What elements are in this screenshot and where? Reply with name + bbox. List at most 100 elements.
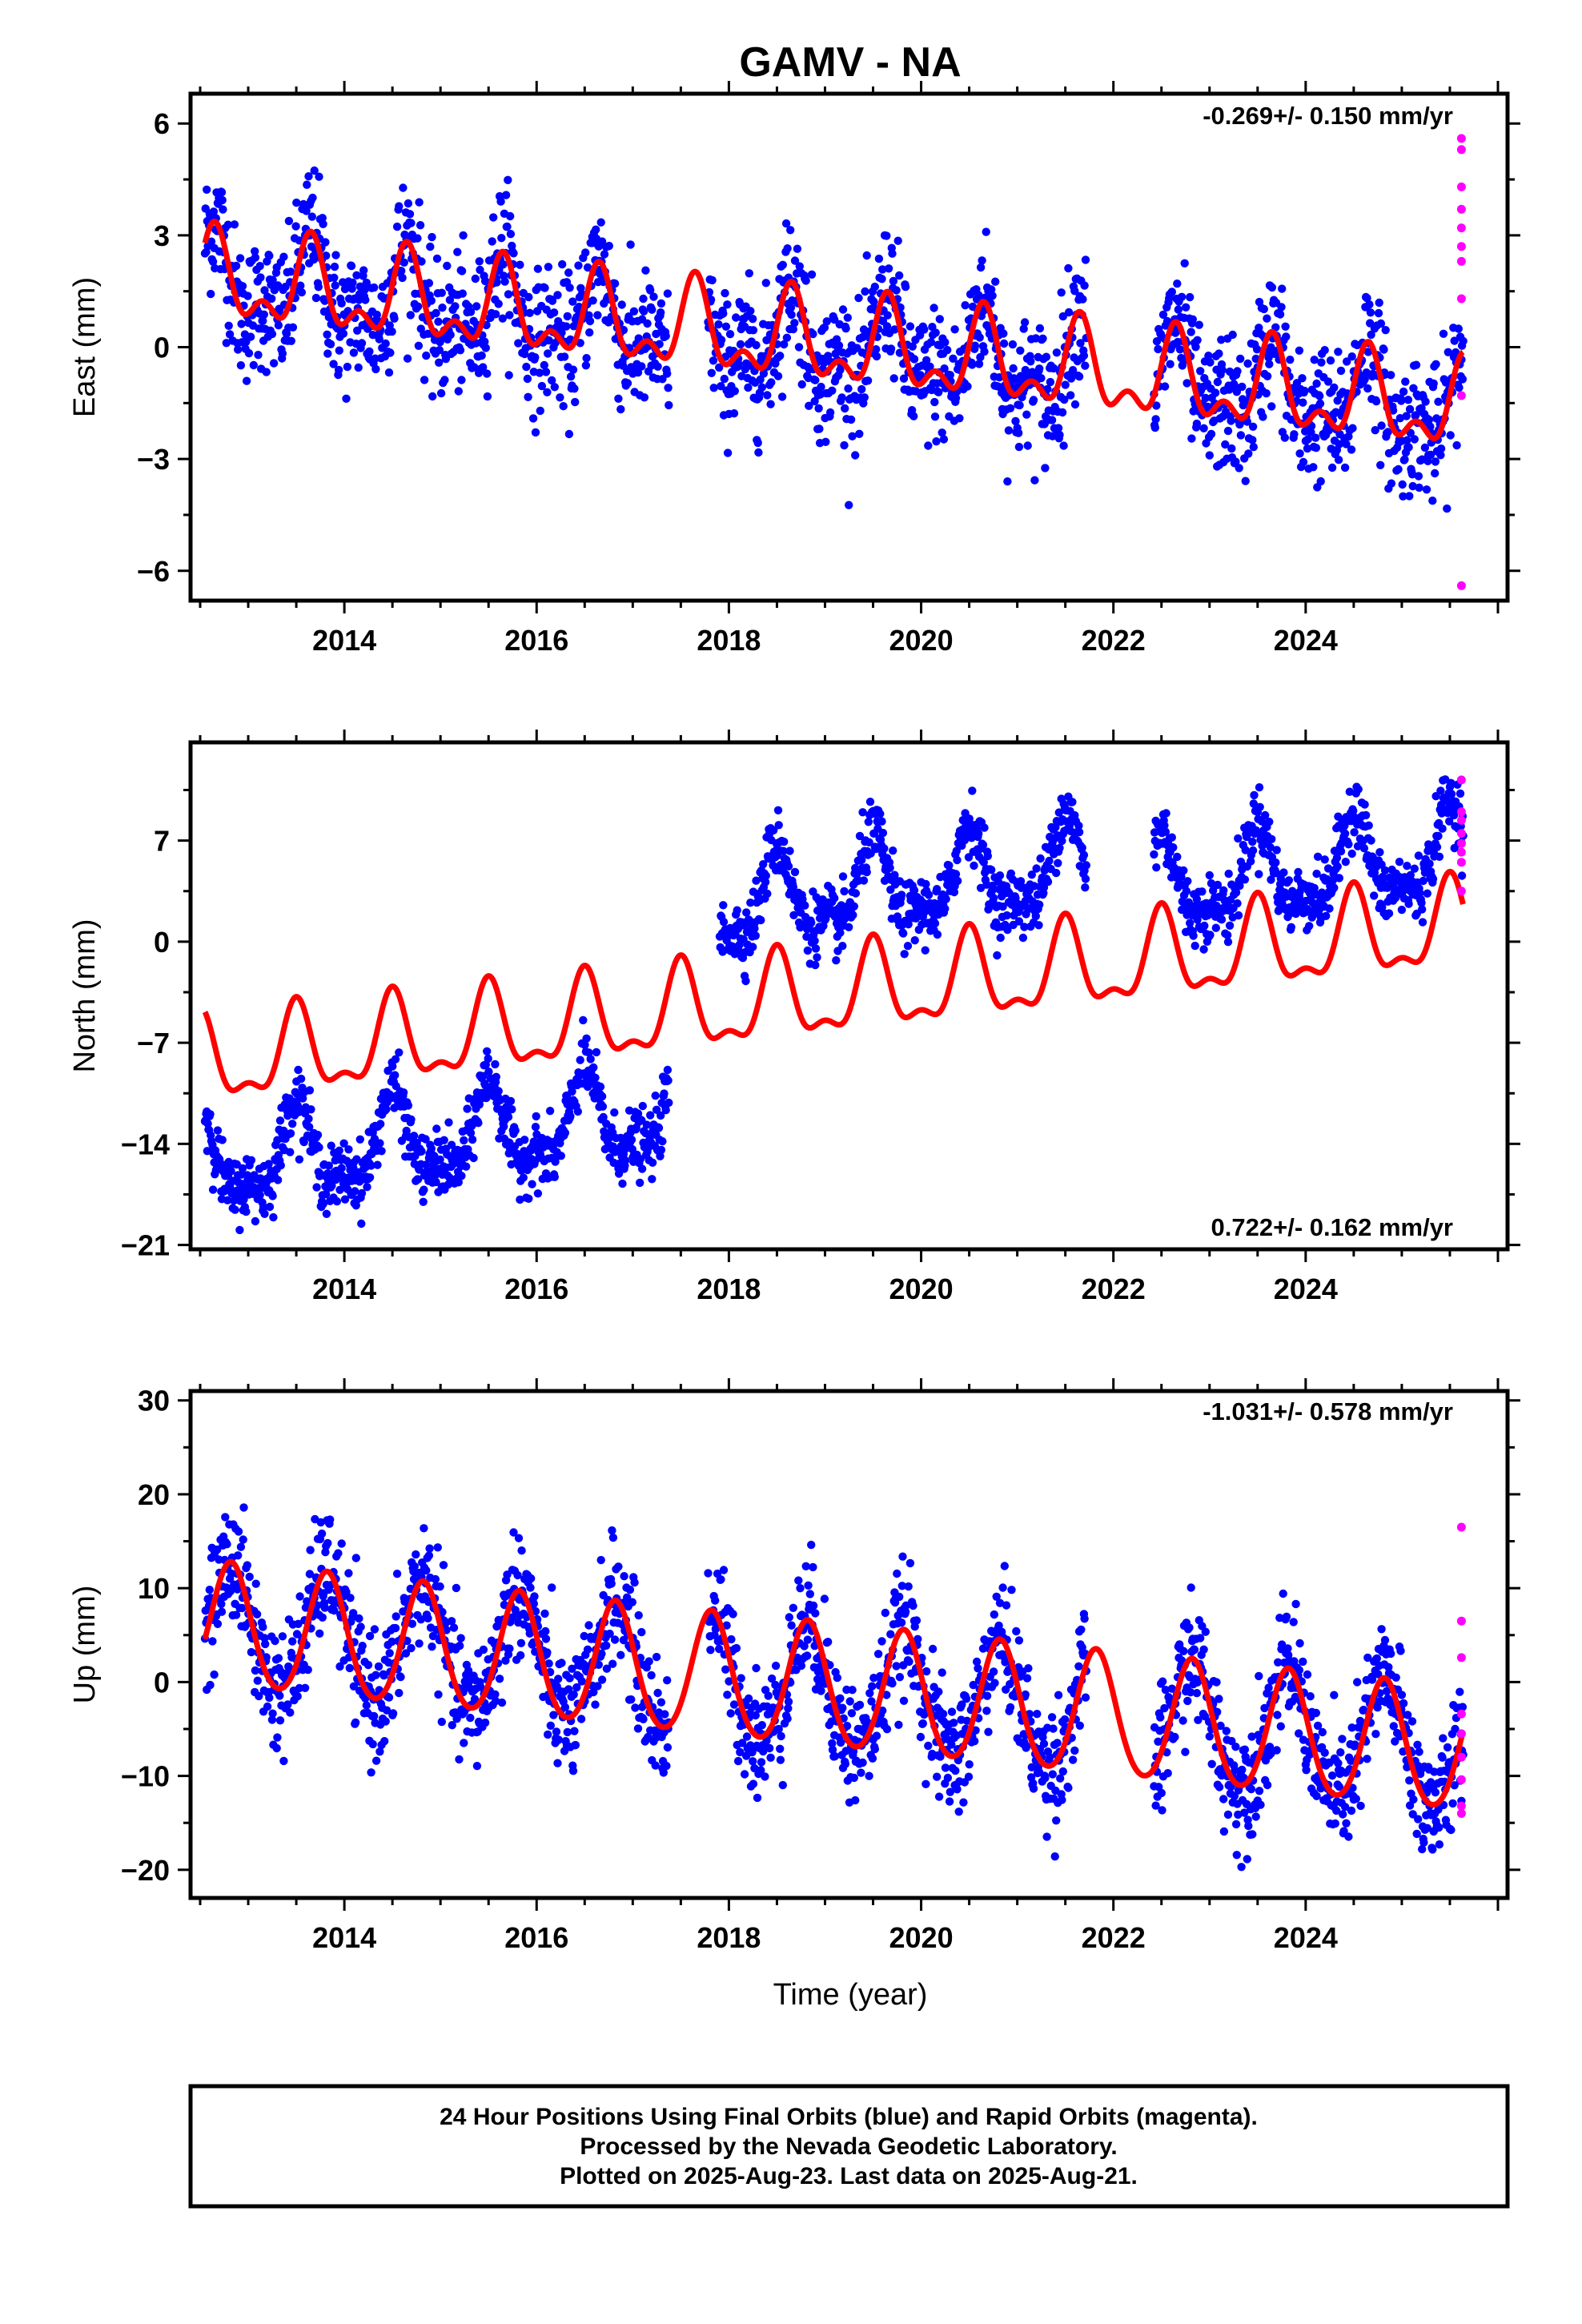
final-orbit-point [239,1195,248,1204]
final-orbit-point [205,1586,214,1594]
final-orbit-point [630,1578,639,1587]
final-orbit-point [267,294,276,304]
final-orbit-point [563,312,572,321]
final-orbit-point [646,1111,655,1120]
final-orbit-point [616,1651,625,1659]
final-orbit-point [821,437,830,446]
final-orbit-point [462,1162,471,1171]
final-orbit-point [662,1761,671,1771]
final-orbit-point [717,336,726,344]
final-orbit-point [1452,440,1461,450]
final-orbit-point [548,296,557,305]
final-orbit-point [255,262,264,271]
final-orbit-point [1364,821,1373,830]
final-orbit-point [1303,444,1312,453]
final-orbit-point [208,1637,217,1646]
final-orbit-point [637,1627,646,1637]
final-orbit-point [463,1104,472,1113]
final-orbit-point [251,253,260,262]
final-orbit-point [395,202,404,211]
final-orbit-point [313,1131,323,1140]
final-orbit-point [1363,294,1371,303]
final-orbit-point [330,262,339,271]
final-orbit-point [523,374,532,384]
final-orbit-point [317,1529,327,1538]
final-orbit-point [1365,300,1374,309]
final-orbit-point [742,1732,752,1741]
final-orbit-point [1066,374,1076,383]
final-orbit-point [304,172,313,181]
final-orbit-point [245,1572,254,1582]
final-orbit-point [420,376,429,384]
final-orbit-point [796,1584,805,1593]
final-orbit-point [1420,443,1430,452]
final-orbit-point [733,906,741,915]
final-orbit-point [343,362,352,372]
final-orbit-point [1192,419,1202,428]
final-orbit-point [1058,312,1068,321]
final-orbit-point [244,348,254,358]
rapid-orbit-point [1456,581,1466,590]
final-orbit-point [323,330,331,339]
final-orbit-point [1400,455,1409,464]
final-orbit-point [592,1047,601,1057]
final-orbit-point [444,1118,453,1127]
final-orbit-point [1263,314,1271,323]
final-orbit-point [1189,931,1198,940]
final-orbit-point [789,324,797,334]
final-orbit-point [434,317,443,326]
final-orbit-point [354,363,363,372]
final-orbit-point [1363,384,1372,393]
final-orbit-point [560,1703,570,1712]
final-orbit-point [811,376,820,384]
final-orbit-point [433,1543,442,1552]
final-orbit-point [544,336,553,345]
final-orbit-point [242,1207,251,1216]
final-orbit-point [293,1692,302,1701]
final-orbit-point [744,383,753,392]
final-orbit-point [663,1743,673,1752]
final-orbit-point [304,1114,313,1124]
final-orbit-point [443,261,452,271]
final-orbit-point [436,1582,444,1591]
final-orbit-point [570,1727,579,1735]
final-orbit-point [598,1102,608,1112]
final-orbit-point [1426,422,1435,431]
final-orbit-point [265,1202,275,1212]
final-orbit-point [480,1718,490,1727]
final-orbit-point [367,1768,375,1777]
final-orbit-point [761,279,770,287]
final-orbit-point [260,1209,269,1219]
final-orbit-point [1267,834,1276,844]
final-orbit-point [1221,440,1230,449]
rapid-orbit-point [1456,838,1466,848]
final-orbit-point [543,388,552,396]
final-orbit-point [783,1714,792,1723]
final-orbit-point [1334,456,1343,464]
final-orbit-point [1009,364,1018,373]
final-orbit-point [582,1034,591,1043]
final-orbit-point [841,324,850,333]
final-orbit-point [1404,899,1413,908]
final-orbit-point [1173,279,1182,288]
final-orbit-point [360,285,369,294]
final-orbit-point [274,321,283,330]
final-orbit-point [950,325,959,334]
final-orbit-point [620,1156,630,1165]
final-orbit-point [723,300,732,309]
final-orbit-point [930,919,940,928]
final-orbit-point [1431,468,1439,478]
final-orbit-point [834,341,844,350]
final-orbit-point [1035,364,1044,373]
final-orbit-point [732,313,741,322]
final-orbit-point [217,1599,226,1609]
final-orbit-point [384,1693,394,1702]
final-orbit-point [921,946,930,955]
final-orbit-point [254,351,263,360]
final-orbit-point [942,895,950,903]
final-orbit-point [1052,348,1062,357]
final-orbit-point [886,344,896,353]
final-orbit-point [1397,905,1407,915]
final-orbit-point [460,1136,468,1145]
final-orbit-point [1068,366,1078,375]
